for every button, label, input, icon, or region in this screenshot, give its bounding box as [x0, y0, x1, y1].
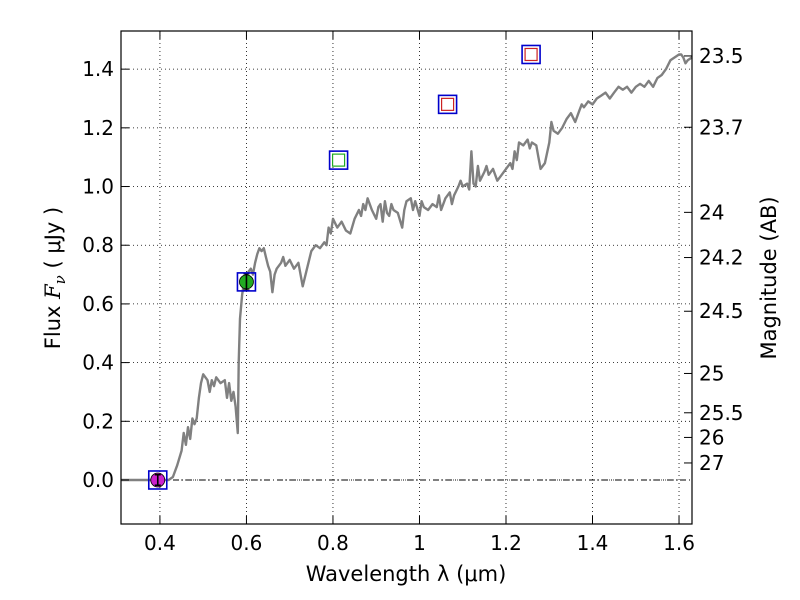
y-tick-label: 0.4 — [82, 351, 114, 375]
plot-frame — [120, 30, 693, 525]
y2-tick-label: 26 — [699, 425, 724, 449]
photometry-point — [521, 44, 541, 65]
x-axis-label: Wavelength λ (μm) — [306, 562, 507, 586]
x-tick-label: 1.6 — [663, 531, 695, 555]
y-tick-label: 1.2 — [82, 116, 114, 140]
y-tick-label: 0.8 — [82, 233, 114, 257]
spectrum-line — [121, 53, 693, 482]
y2-axis-label: Magnitude (AB) — [757, 196, 781, 359]
y-axis-label-sub: ν — [51, 275, 69, 284]
y2-tick-label: 24 — [699, 200, 724, 224]
photometry-point — [328, 150, 349, 170]
photometry-box — [147, 470, 168, 490]
y-tick-label: 0.2 — [82, 409, 114, 433]
y-tick-label: 1.0 — [82, 175, 114, 199]
photometry-box — [437, 94, 458, 115]
x-tick-label: 1 — [413, 531, 426, 555]
photometry-point — [236, 272, 257, 292]
photometry-box — [328, 150, 349, 170]
y2-tick-label: 27 — [699, 451, 724, 475]
y-axis-label-var: F — [41, 283, 65, 300]
y-axis-ticks: 0.0 0.2 0.4 0.6 0.8 1.0 1.2 1.4 — [82, 57, 129, 492]
x-tick-label: 0.4 — [144, 531, 176, 555]
x-tick-label: 1.4 — [577, 531, 609, 555]
photometry-point — [437, 94, 458, 115]
y2-tick-label: 24.2 — [699, 246, 744, 270]
x-tick-label: 0.8 — [317, 531, 349, 555]
photometry-square — [331, 153, 346, 167]
y-axis-label-unit: ( μJy ) — [41, 207, 65, 275]
x-tick-label: 0.6 — [231, 531, 263, 555]
y-tick-label: 0.0 — [82, 468, 114, 492]
y-tick-label: 1.4 — [82, 57, 114, 81]
y2-tick-label: 23.7 — [699, 115, 744, 139]
photometry-points — [147, 44, 541, 490]
y-axis-label-prefix: Flux — [41, 299, 65, 349]
y-axis-label: Flux Fν ( μJy ) — [41, 207, 69, 349]
y-tick-label: 0.6 — [82, 292, 114, 316]
x-axis-ticks: 0.4 0.6 0.8 1 1.2 1.4 1.6 — [144, 31, 695, 555]
grid — [121, 31, 692, 524]
y2-tick-label: 25 — [699, 361, 724, 385]
x-tick-label: 1.2 — [490, 531, 522, 555]
photometry-point — [147, 470, 168, 490]
photometry-square — [524, 47, 538, 62]
photometry-box — [236, 272, 257, 292]
y2-tick-label: 23.5 — [699, 44, 744, 68]
y2-tick-label: 25.5 — [699, 401, 744, 425]
y2-tick-label: 24.5 — [699, 299, 744, 323]
photometry-box — [521, 44, 541, 65]
photometry-square — [440, 97, 455, 111]
